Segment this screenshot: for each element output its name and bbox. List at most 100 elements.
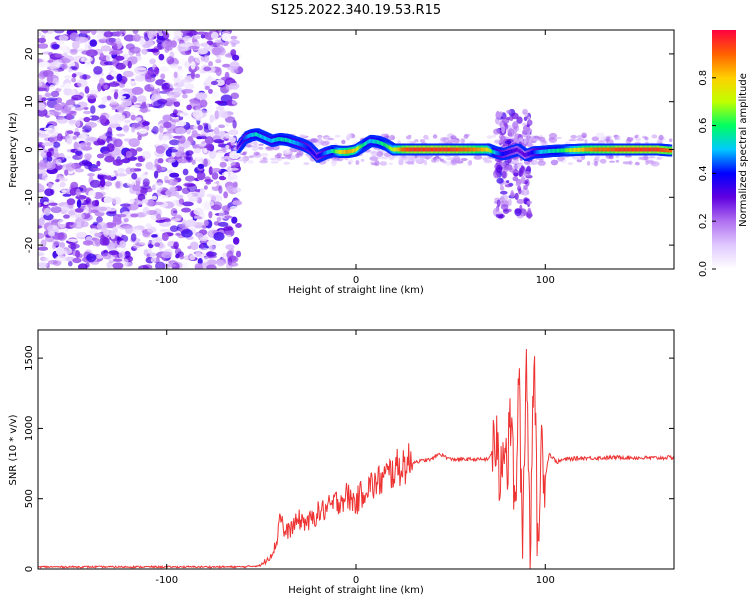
noise-speckle xyxy=(587,161,591,166)
snr-x-label: Height of straight line (km) xyxy=(288,585,424,596)
noise-speckle xyxy=(86,93,98,100)
colorbar-tick-label: 0.2 xyxy=(698,213,709,229)
noise-speckle xyxy=(84,153,92,160)
noise-speckle xyxy=(222,63,231,68)
noise-speckle xyxy=(228,129,239,136)
noise-speckle xyxy=(63,214,70,219)
y-tick-label: 0 xyxy=(24,146,35,152)
noise-speckle xyxy=(179,254,185,260)
noise-speckle xyxy=(224,215,233,219)
noise-speckle xyxy=(564,141,571,145)
noise-speckle xyxy=(67,90,80,95)
noise-speckle xyxy=(145,76,156,83)
noise-speckle xyxy=(106,143,115,153)
noise-speckle xyxy=(230,92,240,100)
noise-speckle xyxy=(225,144,230,149)
noise-speckle xyxy=(383,152,392,157)
noise-speckle xyxy=(235,250,242,258)
noise-speckle xyxy=(130,233,137,242)
noise-speckle xyxy=(115,181,121,189)
noise-speckle xyxy=(504,140,512,144)
noise-speckle xyxy=(182,201,194,207)
noise-speckle xyxy=(98,104,106,109)
noise-speckle xyxy=(105,113,111,119)
noise-speckle xyxy=(169,149,179,153)
noise-speckle xyxy=(509,115,514,121)
noise-speckle xyxy=(494,139,502,144)
noise-speckle xyxy=(103,195,113,205)
snr-background xyxy=(38,330,674,569)
noise-speckle xyxy=(180,30,191,34)
noise-speckle xyxy=(108,82,120,87)
noise-speckle xyxy=(165,263,177,268)
noise-speckle xyxy=(369,161,377,164)
noise-speckle xyxy=(194,73,201,78)
noise-speckle xyxy=(38,37,47,44)
noise-speckle xyxy=(419,139,426,143)
noise-speckle xyxy=(499,186,505,191)
noise-speckle xyxy=(66,130,74,135)
colorbar-ticks: 0.0 0.2 0.4 0.6 0.8 xyxy=(698,70,716,277)
noise-speckle xyxy=(103,61,115,66)
noise-speckle xyxy=(507,208,512,213)
noise-speckle xyxy=(104,181,113,187)
noise-speckle xyxy=(527,207,532,215)
noise-speckle xyxy=(258,147,264,150)
noise-speckle xyxy=(105,55,111,62)
noise-speckle xyxy=(228,205,240,214)
noise-speckle xyxy=(609,160,616,163)
noise-speckle xyxy=(71,77,77,83)
noise-speckle xyxy=(208,88,213,94)
noise-speckle xyxy=(467,160,472,167)
y-tick-label: 20 xyxy=(24,48,35,61)
noise-speckle xyxy=(147,68,154,76)
noise-speckle xyxy=(347,159,354,164)
noise-speckle xyxy=(80,142,91,146)
noise-speckle xyxy=(74,168,84,173)
noise-speckle xyxy=(46,97,58,101)
noise-speckle xyxy=(206,264,217,269)
noise-speckle xyxy=(496,211,503,215)
noise-speckle xyxy=(124,250,131,259)
noise-speckle xyxy=(163,32,170,39)
noise-speckle xyxy=(203,66,212,72)
noise-speckle xyxy=(188,45,200,50)
spectrogram-x-label: Height of straight line (km) xyxy=(288,285,424,296)
noise-speckle xyxy=(150,83,155,88)
noise-speckle xyxy=(204,85,210,91)
noise-speckle xyxy=(99,52,104,58)
noise-speckle xyxy=(173,87,184,96)
noise-speckle xyxy=(500,194,509,202)
noise-speckle xyxy=(178,135,186,144)
noise-speckle xyxy=(500,204,509,210)
noise-speckle xyxy=(258,143,264,146)
y-tick-label: -20 xyxy=(24,237,35,253)
figure-title: S125.2022.340.19.53.R15 xyxy=(271,3,441,18)
noise-speckle xyxy=(137,200,143,204)
noise-speckle xyxy=(101,227,108,233)
noise-speckle xyxy=(166,56,175,65)
noise-speckle xyxy=(198,143,207,147)
noise-speckle xyxy=(218,175,227,181)
noise-speckle xyxy=(194,147,202,154)
noise-speckle xyxy=(505,164,510,172)
noise-speckle xyxy=(195,92,208,100)
noise-speckle xyxy=(163,121,172,129)
noise-speckle xyxy=(213,126,220,135)
noise-speckle xyxy=(154,66,159,75)
noise-speckle xyxy=(165,97,177,102)
noise-speckle xyxy=(83,116,91,123)
noise-speckle xyxy=(169,172,180,178)
noise-speckle xyxy=(156,164,162,174)
noise-speckle xyxy=(113,91,119,100)
noise-speckle xyxy=(80,221,89,228)
noise-speckle xyxy=(376,151,384,157)
noise-speckle xyxy=(90,30,97,36)
noise-speckle xyxy=(213,231,225,241)
noise-speckle xyxy=(71,73,77,78)
noise-speckle xyxy=(83,110,92,115)
noise-speckle xyxy=(39,133,50,138)
noise-speckle xyxy=(93,140,102,146)
noise-speckle xyxy=(526,200,533,205)
noise-speckle xyxy=(208,121,213,131)
